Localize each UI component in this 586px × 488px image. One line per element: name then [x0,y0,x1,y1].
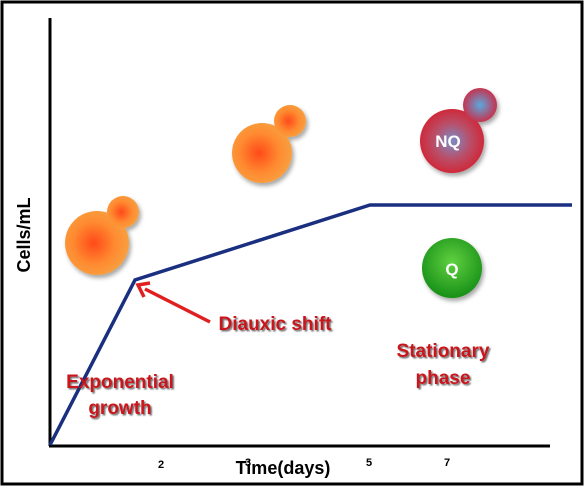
annotation: Exponential [66,372,174,393]
cell-bud [107,196,139,228]
annotation: growth [88,398,151,419]
x-tick-label: 5 [366,457,372,469]
y-axis-label: Cells/mL [14,197,34,272]
cell-bud [274,105,306,137]
x-tick-label: 3 [245,457,251,469]
annotation: phase [416,368,471,389]
x-tick-label: 2 [158,459,164,471]
cell-label: Q [445,260,458,279]
annotation: Diauxic shift [219,314,333,335]
cell-bud [463,88,497,122]
diagram: NQ Q Diauxic shift Exponential growth St… [0,0,586,488]
cell-label: NQ [435,132,461,151]
annotation: Stationary [397,341,490,362]
x-tick-label: 7 [444,457,450,469]
